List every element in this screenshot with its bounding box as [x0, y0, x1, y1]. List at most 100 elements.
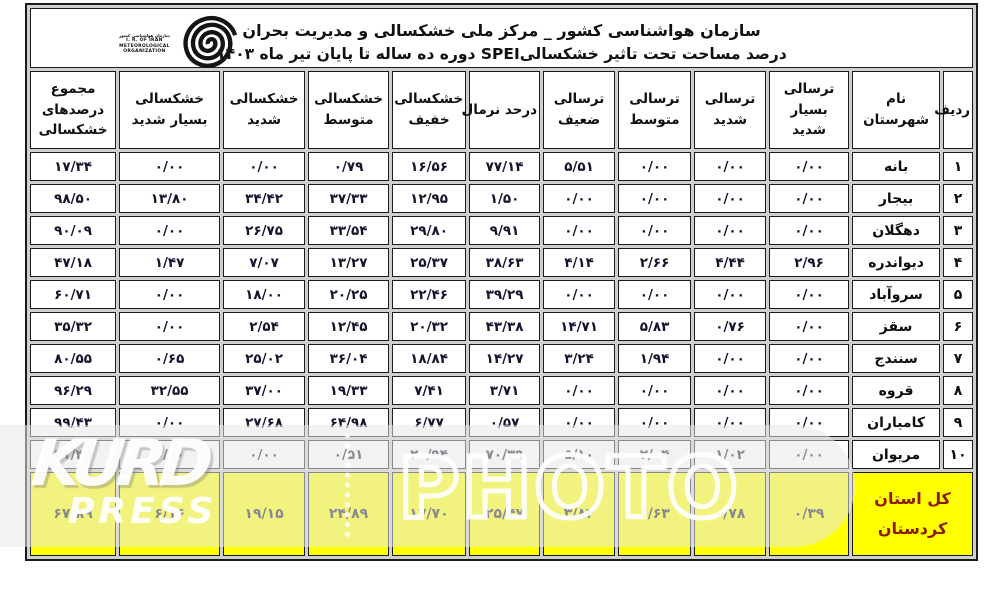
- value-cell: ۱۲/۴۵: [308, 312, 390, 341]
- value-cell: ۱۴/۷۱: [543, 312, 616, 341]
- total-value-cell: ۲۴/۸۹: [308, 472, 390, 556]
- city-name: سنندج: [852, 344, 941, 373]
- total-value-cell: ۶/۱۶: [119, 472, 221, 556]
- value-cell: ۹۸/۵۰: [30, 184, 117, 213]
- value-cell: ۲۱/۴۵: [30, 440, 117, 469]
- row-number: ۱۰: [943, 440, 974, 469]
- value-cell: ۰/۰۰: [769, 312, 850, 341]
- value-cell: ۰/۷۶: [694, 312, 767, 341]
- document-subtitle: درصد مساحت تحت تاثیر خشکسالیSPEI دوره ده…: [216, 44, 787, 63]
- value-cell: ۰/۰۰: [769, 440, 850, 469]
- value-cell: ۰/۰۰: [119, 280, 221, 309]
- value-cell: ۳۳/۵۴: [308, 216, 390, 245]
- value-cell: ۲۲/۴۶: [392, 280, 467, 309]
- value-cell: ۰/۰۰: [543, 280, 616, 309]
- value-cell: ۰/۰۰: [618, 376, 692, 405]
- value-cell: ۰/۰۰: [694, 376, 767, 405]
- column-header-normal: درحد نرمال: [462, 71, 541, 149]
- value-cell: ۹۹/۴۳: [30, 408, 117, 437]
- value-cell: ۴۷/۱۸: [30, 248, 117, 277]
- value-cell: ۲/۵۴: [223, 312, 306, 341]
- city-name: مریوان: [852, 440, 941, 469]
- value-cell: ۶۴/۹۸: [308, 408, 390, 437]
- value-cell: ۱۷/۳۴: [30, 152, 117, 181]
- city-name: دهگلان: [852, 216, 941, 245]
- table-row: ۳ دهگلان ۰/۰۰ ۰/۰۰ ۰/۰۰ ۰/۰۰ ۹/۹۱ ۲۹/۸۰ …: [30, 216, 974, 245]
- value-cell: ۳۹/۲۹: [469, 280, 541, 309]
- table-row: ۸ قروه ۰/۰۰ ۰/۰۰ ۰/۰۰ ۰/۰۰ ۳/۷۱ ۷/۴۱ ۱۹/…: [30, 376, 974, 405]
- value-cell: ۰/۰۰: [769, 408, 850, 437]
- row-number: ۷: [943, 344, 974, 373]
- logo-text-line: سازمان هواشناسی کشور: [119, 33, 170, 39]
- city-name: کامیاران: [852, 408, 941, 437]
- column-header-drought-moderate: خشکسالی متوسط: [308, 71, 390, 149]
- column-header-wet-weak: ترسالی ضعیف: [543, 71, 616, 149]
- value-cell: ۰/۶۵: [119, 344, 221, 373]
- province-total-label: کل استان کردستان: [852, 472, 974, 556]
- total-value-cell: ۳/۸۴: [543, 472, 616, 556]
- value-cell: ۰/۰۰: [618, 408, 692, 437]
- drought-table: سازمان هواشناسی کشور _ مرکز ملی خشکسالی …: [25, 3, 979, 561]
- value-cell: ۳۴/۴۲: [223, 184, 306, 213]
- value-cell: ۰/۷۹: [308, 152, 390, 181]
- row-number: ۶: [943, 312, 974, 341]
- value-cell: ۰/۰۰: [694, 344, 767, 373]
- value-cell: ۱۳/۸۰: [119, 184, 221, 213]
- column-header-drought-severe: خشکسالی شدید: [223, 71, 306, 149]
- value-cell: ۰/۰۰: [119, 440, 221, 469]
- value-cell: ۰/۰۰: [119, 408, 221, 437]
- row-number: ۲: [943, 184, 974, 213]
- value-cell: ۰/۰۰: [769, 216, 850, 245]
- value-cell: ۲/۰۴: [618, 440, 692, 469]
- table-body: ۱ بانه ۰/۰۰ ۰/۰۰ ۰/۰۰ ۵/۵۱ ۷۷/۱۴ ۱۶/۵۶ ۰…: [30, 152, 974, 469]
- column-header-city: نام شهرستان: [852, 71, 941, 149]
- value-cell: ۰/۰۰: [769, 344, 850, 373]
- column-header-row-number: ردیف: [934, 71, 974, 149]
- value-cell: ۰/۰۰: [694, 184, 767, 213]
- city-name: سقز: [852, 312, 941, 341]
- logo-text-line: METEOROLOGICAL: [119, 43, 170, 49]
- value-cell: ۰/۵۷: [469, 408, 541, 437]
- total-value-cell: ۱۷/۷۰: [392, 472, 467, 556]
- row-number: ۸: [943, 376, 974, 405]
- value-cell: ۵/۸۳: [618, 312, 692, 341]
- row-number: ۳: [943, 216, 974, 245]
- value-cell: ۰/۰۰: [769, 152, 850, 181]
- city-name: سروآباد: [852, 280, 941, 309]
- value-cell: ۰/۰۰: [694, 280, 767, 309]
- meteorological-organization-logo: سازمان هواشناسی کشور I. R. OF IRAN METEO…: [119, 13, 244, 75]
- value-cell: ۲۵/۰۲: [223, 344, 306, 373]
- table-row: ۶ سقز ۰/۰۰ ۰/۷۶ ۵/۸۳ ۱۴/۷۱ ۴۳/۳۸ ۲۰/۳۲ ۱…: [30, 312, 974, 341]
- value-cell: ۱/۴۷: [119, 248, 221, 277]
- value-cell: ۹۶/۲۹: [30, 376, 117, 405]
- value-cell: ۳۷/۳۳: [308, 184, 390, 213]
- value-cell: ۲/۹۶: [769, 248, 850, 277]
- column-header-drought-very-severe: خشکسالی بسیار شدید: [119, 71, 221, 149]
- total-value-cell: ۶۷/۸۹: [30, 472, 117, 556]
- total-value-cell: ۱۹/۱۵: [223, 472, 306, 556]
- column-header-wet-moderate: ترسالی متوسط: [618, 71, 692, 149]
- value-cell: ۰/۰۰: [119, 312, 221, 341]
- value-cell: ۰/۰۰: [694, 408, 767, 437]
- column-header-drought-total: مجموع درصدهای خشکسالی: [30, 71, 117, 149]
- value-cell: ۹۰/۰۹: [30, 216, 117, 245]
- value-cell: ۰/۰۰: [543, 184, 616, 213]
- document-title: سازمان هواشناسی کشور _ مرکز ملی خشکسالی …: [242, 20, 761, 40]
- total-value-cell: ۲۵/۴۷: [469, 472, 541, 556]
- value-cell: ۲۵/۳۷: [392, 248, 467, 277]
- value-cell: ۰/۰۰: [543, 216, 616, 245]
- value-cell: ۳۲/۵۵: [119, 376, 221, 405]
- column-header-wet-severe: ترسالی شدید: [694, 71, 767, 149]
- value-cell: ۰/۰۰: [618, 152, 692, 181]
- value-cell: ۹/۹۱: [469, 216, 541, 245]
- value-cell: ۲۷/۶۸: [223, 408, 306, 437]
- value-cell: ۷/۴۱: [392, 376, 467, 405]
- value-cell: ۰/۰۰: [223, 440, 306, 469]
- value-cell: ۳/۲۴: [543, 344, 616, 373]
- table-row: ۲ بیجار ۰/۰۰ ۰/۰۰ ۰/۰۰ ۰/۰۰ ۱/۵۰ ۱۲/۹۵ ۳…: [30, 184, 974, 213]
- value-cell: ۸۰/۵۵: [30, 344, 117, 373]
- value-cell: ۰/۰۰: [543, 376, 616, 405]
- row-number: ۵: [943, 280, 974, 309]
- value-cell: ۰/۰۰: [769, 376, 850, 405]
- logo-text-line: I. R. OF IRAN: [126, 38, 163, 44]
